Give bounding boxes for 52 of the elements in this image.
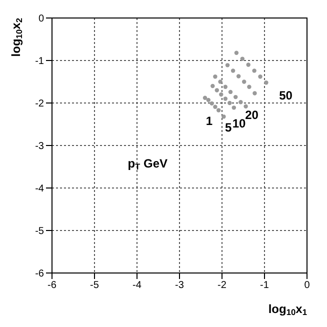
y-tick-label: -6 (35, 268, 44, 280)
point (223, 84, 228, 89)
point (264, 80, 268, 85)
annotation: 20 (245, 108, 259, 122)
x-axis-title: log$_{10}$x$_{1}$ (268, 302, 308, 318)
point (206, 98, 211, 102)
x-tick-label: 0 (304, 280, 310, 292)
point (234, 50, 239, 55)
point (213, 74, 218, 79)
x-tick-label: -6 (48, 280, 57, 292)
point (218, 80, 222, 84)
point (213, 104, 218, 109)
point (232, 106, 236, 110)
y-tick-label: 0 (38, 14, 44, 25)
point (252, 91, 257, 96)
point (225, 63, 230, 68)
y-tick-label: -5 (35, 226, 44, 238)
x-tick-label: -4 (132, 280, 142, 292)
point (202, 96, 208, 100)
annotation: 5 (225, 120, 232, 135)
point (236, 74, 241, 78)
x-tick-label: -3 (175, 280, 184, 292)
point (252, 68, 256, 73)
y-tick-label: -3 (35, 141, 44, 152)
point (233, 94, 238, 100)
point (238, 100, 243, 104)
point (244, 104, 248, 109)
point (216, 108, 221, 112)
point (240, 56, 245, 61)
point (219, 92, 224, 97)
point (247, 84, 252, 89)
x-tick-label: -1 (260, 280, 270, 292)
point (223, 96, 228, 101)
y-tick-label: -2 (35, 98, 44, 110)
point (258, 74, 262, 79)
point (214, 88, 220, 92)
x-tick-label: -5 (90, 280, 100, 292)
y-tick-label: -1 (35, 56, 44, 68)
annotation: 10 (232, 116, 246, 130)
point (222, 114, 226, 119)
point (228, 100, 232, 106)
annotation: 50 (279, 88, 293, 103)
point (230, 68, 236, 73)
point (210, 101, 214, 106)
annotation: p$_{T}$ GeV (128, 156, 168, 172)
point (210, 84, 215, 88)
point (228, 90, 233, 94)
point (246, 62, 250, 67)
annotation: 1 (206, 114, 213, 128)
x-tick-label: -2 (218, 280, 227, 292)
y-tick-label: -4 (35, 184, 44, 195)
point (242, 80, 246, 84)
